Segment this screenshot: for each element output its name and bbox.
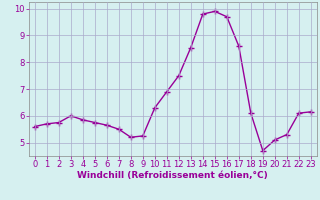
X-axis label: Windchill (Refroidissement éolien,°C): Windchill (Refroidissement éolien,°C) (77, 171, 268, 180)
